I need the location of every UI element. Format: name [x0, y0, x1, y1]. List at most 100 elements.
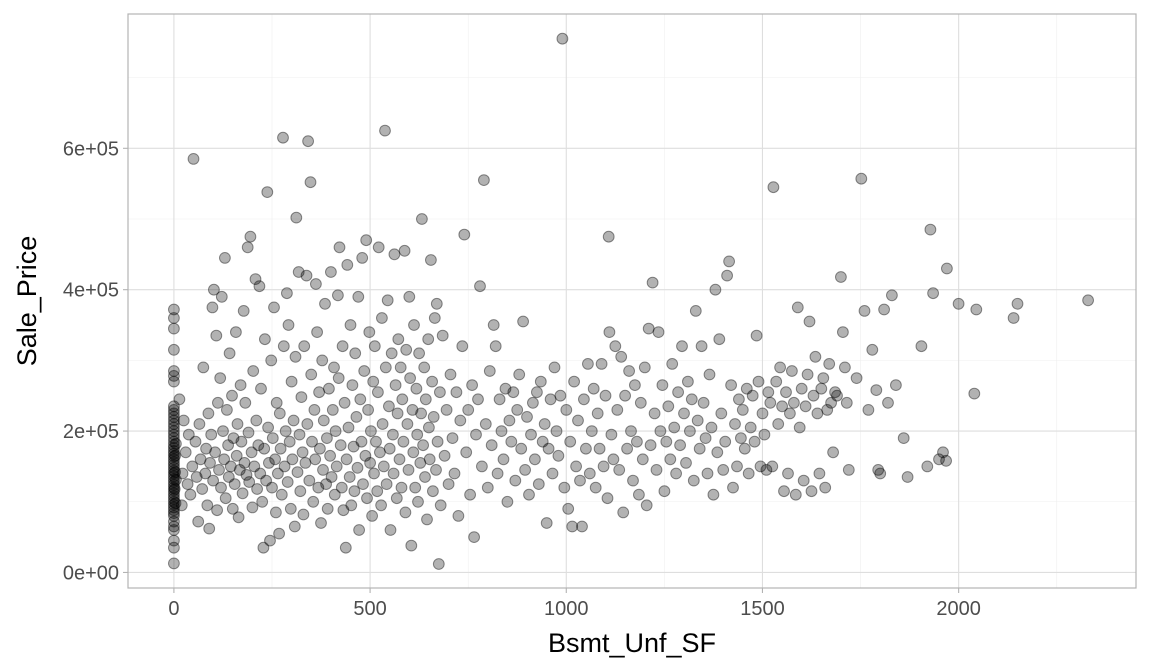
data-point [283, 435, 296, 448]
data-point [1082, 294, 1094, 307]
data-point [727, 481, 739, 494]
data-point [313, 386, 326, 399]
data-point [613, 464, 626, 476]
data-point [670, 467, 682, 480]
data-point [394, 361, 407, 374]
data-point [432, 558, 445, 570]
data-point [519, 464, 531, 476]
data-point [668, 421, 681, 434]
data-point [230, 326, 242, 339]
data-point [560, 404, 573, 416]
data-point [540, 517, 553, 529]
data-point [593, 442, 606, 455]
data-point [192, 515, 205, 528]
data-point [368, 340, 381, 353]
data-point [780, 386, 792, 399]
data-point [464, 488, 477, 501]
data-point [295, 391, 308, 404]
data-point [168, 524, 180, 536]
data-point [650, 464, 663, 476]
data-point [517, 315, 529, 328]
data-point [168, 534, 180, 547]
data-point [168, 453, 180, 466]
data-point [367, 375, 380, 388]
data-point [799, 400, 812, 413]
data-point [1011, 297, 1024, 310]
data-point [748, 435, 761, 448]
data-point [789, 488, 802, 501]
data-point [968, 387, 981, 400]
data-point [731, 460, 743, 473]
data-point [287, 414, 300, 427]
data-point [273, 407, 286, 420]
data-point [325, 266, 337, 278]
data-point [874, 467, 887, 480]
data-point [719, 435, 732, 448]
data-point [419, 471, 431, 483]
data-point [316, 354, 329, 367]
data-point [664, 453, 677, 466]
data-point [766, 460, 779, 473]
data-point [619, 389, 631, 402]
data-point [168, 464, 180, 477]
data-point [723, 255, 735, 268]
data-point [359, 449, 372, 462]
data-point [466, 379, 479, 392]
data-point [599, 389, 612, 402]
data-point [168, 459, 180, 471]
data-point [850, 372, 863, 385]
data-point [886, 289, 898, 302]
data-point [265, 354, 278, 367]
data-point [272, 467, 284, 480]
data-point [234, 379, 247, 392]
data-point [208, 283, 220, 296]
data-point [701, 467, 714, 480]
data-point [321, 502, 334, 515]
data-point [168, 470, 180, 483]
data-point [325, 471, 338, 483]
data-point [168, 557, 180, 570]
data-point [362, 404, 375, 416]
data-point [298, 340, 311, 353]
data-point [509, 474, 522, 487]
data-point [758, 428, 771, 441]
data-point [744, 421, 757, 434]
data-point [168, 450, 180, 463]
data-point [550, 425, 563, 438]
data-point [525, 428, 537, 441]
data-point [811, 407, 824, 420]
data-point [408, 319, 420, 331]
data-point [303, 474, 316, 487]
data-point [430, 297, 443, 310]
data-point [306, 435, 318, 448]
data-point [189, 435, 202, 448]
data-point [328, 488, 341, 501]
data-point [311, 326, 324, 339]
data-point [412, 495, 424, 508]
data-point [168, 476, 180, 488]
data-point [230, 449, 243, 462]
data-point [572, 414, 584, 427]
data-point [196, 483, 209, 495]
data-point [474, 280, 486, 293]
data-point [418, 361, 431, 374]
data-point [652, 326, 665, 339]
data-point [684, 425, 696, 438]
data-point [682, 375, 694, 388]
data-point [270, 506, 282, 519]
data-point [676, 340, 688, 353]
data-point [617, 506, 630, 519]
data-point [317, 464, 329, 476]
data-point [390, 492, 403, 505]
data-point [772, 418, 785, 430]
data-point [222, 471, 235, 483]
data-point [226, 389, 238, 402]
data-point [717, 464, 730, 476]
x-axis-title: Bsmt_Unf_SF [548, 628, 716, 658]
data-point [866, 343, 879, 356]
data-point [711, 446, 724, 459]
data-point [738, 442, 751, 455]
data-point [438, 449, 451, 462]
data-point [202, 407, 215, 420]
